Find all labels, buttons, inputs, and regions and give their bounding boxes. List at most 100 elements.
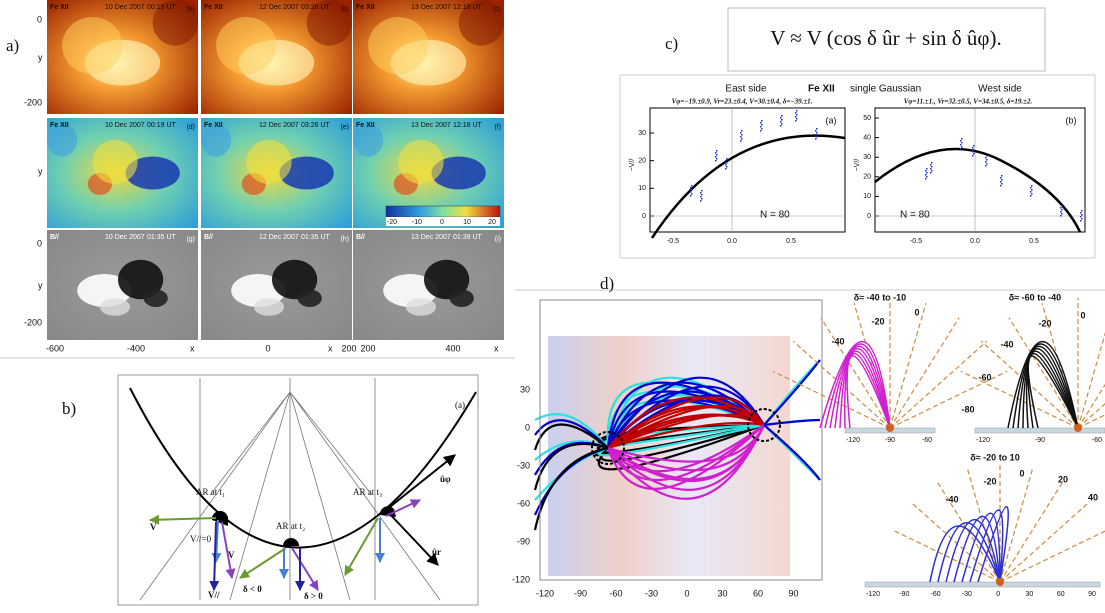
data-point	[961, 146, 963, 148]
angle-label: -20	[983, 476, 996, 486]
data-point	[741, 138, 743, 140]
equation-box	[727, 7, 1046, 72]
label: AR at t₃	[353, 487, 382, 497]
loop	[844, 353, 891, 429]
feature	[216, 17, 277, 75]
data-point	[796, 114, 798, 116]
ray	[935, 480, 1001, 583]
data-point	[701, 194, 703, 196]
data-point	[1080, 216, 1082, 218]
loop	[824, 343, 891, 429]
data-point	[986, 159, 988, 161]
tick-label: 50	[863, 115, 871, 122]
feature	[405, 298, 437, 316]
data-point	[781, 115, 783, 117]
data-point	[700, 200, 702, 202]
label: AR at t₁	[196, 487, 225, 497]
data-point	[740, 132, 742, 134]
panel-label: a)	[6, 36, 19, 55]
data-point	[816, 128, 818, 130]
tick-label: 0	[642, 213, 646, 220]
ray	[910, 501, 1001, 583]
ray	[820, 317, 891, 429]
axis-label: −V//	[629, 159, 636, 172]
data-point	[760, 130, 762, 132]
data-point	[985, 157, 987, 159]
panel-a: Fe XII 10 Dec 2007 00:19 UT (a) Fe XII 12 Dec…	[47, 0, 504, 340]
ray	[1077, 331, 1105, 429]
data-point	[725, 168, 727, 170]
arrow	[385, 509, 439, 566]
field-line	[607, 421, 765, 450]
data-point	[816, 136, 818, 138]
geometry-lines	[139, 378, 441, 601]
loop	[1012, 343, 1079, 429]
data-point	[700, 192, 702, 194]
tick-label: 0.5	[786, 238, 796, 245]
tick-label: -60	[922, 437, 932, 444]
tick-label: -120	[512, 574, 530, 584]
data-point	[741, 134, 743, 136]
data-point	[781, 123, 783, 125]
data-point	[691, 185, 693, 187]
data-point	[761, 128, 763, 130]
label: V//	[208, 590, 220, 600]
ray	[966, 466, 1001, 583]
ray	[999, 466, 1034, 583]
loop	[1007, 341, 1079, 429]
data-point	[796, 110, 798, 112]
colorbar-bg	[386, 217, 500, 226]
ray	[889, 340, 988, 429]
data-point	[1031, 193, 1033, 195]
tick-label: -400	[127, 343, 145, 353]
header: West side	[978, 84, 1022, 95]
angle-label: 0	[1019, 468, 1024, 478]
feature	[99, 298, 131, 316]
label: ûr	[432, 547, 441, 557]
data-point	[1080, 212, 1082, 214]
panel-c: c) V ≈ V (cos δ ûr + sin δ ûφ). East sid…	[619, 7, 1096, 259]
feature	[47, 123, 78, 157]
colorbar	[385, 205, 501, 218]
angle-label: -40	[831, 336, 844, 346]
colorbar-tick: 10	[463, 219, 471, 226]
panel-tag: (a)	[826, 115, 837, 125]
ray	[1077, 402, 1105, 429]
footpoint	[591, 431, 625, 465]
loop	[961, 512, 1001, 583]
data-point	[931, 166, 933, 168]
label: ûφ	[440, 474, 451, 484]
label: V	[150, 522, 157, 532]
data-point	[690, 187, 692, 189]
tick-label: 0	[867, 213, 871, 220]
footpoint	[886, 424, 894, 432]
angle-label: 20	[1058, 474, 1068, 484]
data-point	[926, 168, 928, 170]
date: 10 Dec 2007	[105, 122, 145, 129]
channel: Fe XII	[50, 122, 69, 129]
ray	[1041, 302, 1079, 429]
data-point	[1030, 187, 1032, 189]
tick-label: -90	[885, 437, 895, 444]
tick-label: 30	[863, 154, 871, 161]
field-line	[606, 424, 765, 490]
data-point	[1001, 175, 1003, 177]
field-line	[607, 376, 765, 449]
loop	[969, 509, 1004, 583]
footpoint	[1074, 424, 1082, 432]
field-line	[763, 424, 821, 481]
feature	[449, 289, 474, 308]
fit-curve	[874, 147, 1082, 233]
tick-label: 30	[1026, 591, 1034, 598]
inset-title: δ≈ -60 to -40	[1009, 292, 1061, 302]
feature	[92, 140, 138, 184]
channel: B//	[356, 234, 365, 241]
header: single Gaussian	[850, 84, 921, 95]
angle-label: -20	[1038, 318, 1051, 328]
feature	[279, 156, 334, 190]
field-line	[607, 396, 765, 449]
data-point	[1030, 195, 1032, 197]
data-point	[925, 174, 927, 176]
header: East side	[725, 84, 767, 95]
